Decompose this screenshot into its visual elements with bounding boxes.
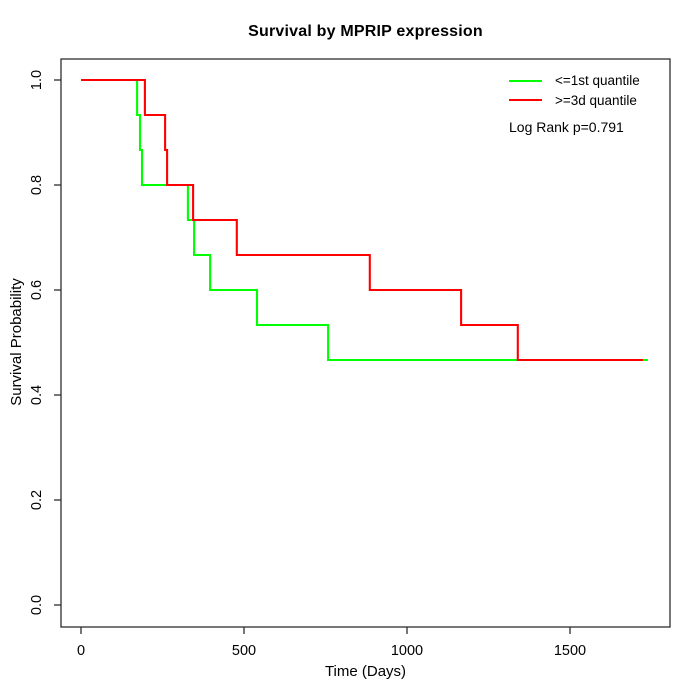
log-rank-pvalue: Log Rank p=0.791: [509, 119, 624, 135]
x-tick-label: 1000: [391, 643, 423, 659]
y-tick-label: 0.6: [29, 280, 45, 300]
x-axis: 0 500 1000 1500: [77, 627, 586, 659]
x-axis-title: Time (Days): [324, 663, 407, 680]
legend-line-red: [509, 99, 542, 102]
y-tick-label: 1.0: [29, 70, 45, 90]
y-tick-label: 0.8: [29, 175, 45, 195]
legend-line-green: [509, 79, 542, 82]
legend-label-high-expression: >=3d quantile: [555, 92, 637, 108]
legend-item-high-expression: >=3d quantile: [509, 91, 640, 111]
survival-curve-low-expression: [81, 78, 648, 362]
y-tick-label: 0.0: [29, 595, 45, 615]
y-axis: 1.0 0.8 0.6 0.4 0.2 0.0: [29, 70, 61, 615]
x-tick-label: 0: [77, 643, 85, 659]
legend: <=1st quantile >=3d quantile Log Rank p=…: [509, 71, 640, 135]
legend-item-low-expression: <=1st quantile: [509, 71, 640, 91]
legend-label-low-expression: <=1st quantile: [555, 73, 640, 89]
x-tick-label: 1500: [554, 643, 586, 659]
chart-title: Survival by MPRIP expression: [248, 23, 483, 40]
survival-curves: [81, 78, 648, 362]
plot-frame: [60, 58, 671, 628]
survival-curve-high-expression: [81, 78, 643, 362]
y-axis-title: Survival Probability: [8, 278, 25, 406]
x-tick-label: 500: [232, 643, 256, 659]
y-tick-label: 0.4: [29, 385, 45, 405]
y-tick-label: 0.2: [29, 490, 45, 510]
plot-box: [60, 58, 671, 628]
